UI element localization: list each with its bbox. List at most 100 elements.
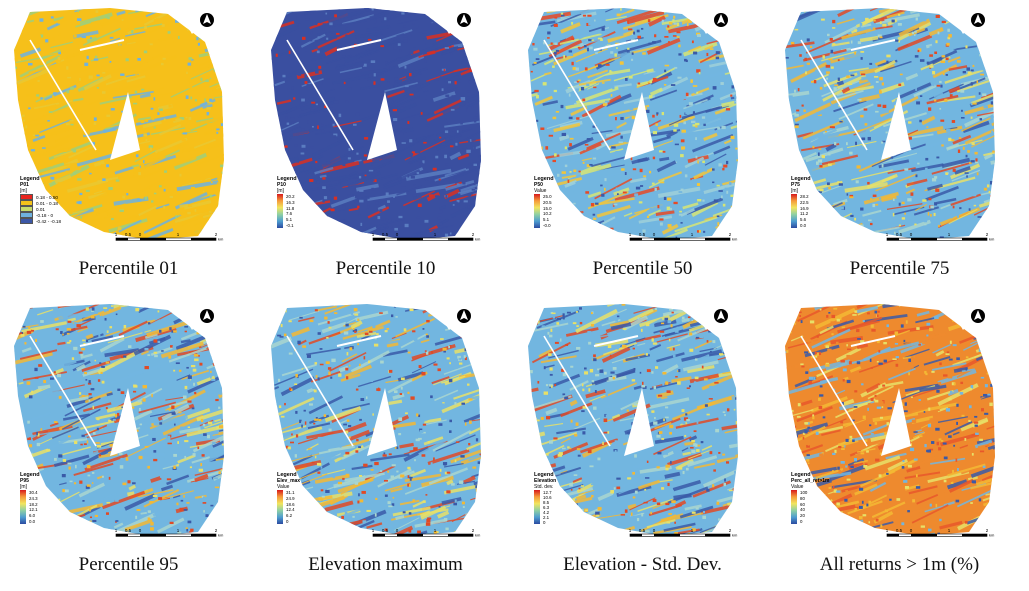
legend-field: P95 (20, 478, 29, 484)
scale-tick-label: 0.5 (639, 528, 646, 533)
legend-ramp-value: 80 (800, 495, 805, 501)
map-legend: Legend P50 Value 25.0 20.5 15.0 10.2 5.1 -0.0 (534, 176, 554, 228)
scale-tick-label: 1 (434, 232, 437, 237)
raster-map: 1 0.5 0 1 2km (271, 8, 481, 242)
scale-tick-label: 0 (653, 232, 656, 237)
legend-ramp-value: 11.8 (286, 205, 295, 211)
map-legend: Legend P10 [m] 20.2 16.3 11.8 7.6 5.1 -0.1 (277, 176, 297, 228)
legend-ramp-value: 22.5 (800, 199, 809, 205)
scale-bar: 1 0.5 0 1 2km (372, 232, 481, 242)
map-legend: Legend Elevation Std. dev. 12.7 10.6 8.5 6.3 4.… (534, 472, 557, 525)
raster-map: 1 0.5 0 1 2km (14, 8, 224, 242)
legend-ramp-value: 8.5 (543, 500, 550, 505)
map-panel-6: 1 0.5 0 1 2 km Legend Elev_max Value 31.1 24.9 18.6… (257, 296, 514, 591)
north-arrow-icon (714, 309, 728, 323)
legend-ramp-value: 30.4 (29, 490, 38, 495)
legend-unit: [m] (791, 188, 798, 194)
legend-ramp-value: 10.6 (543, 495, 552, 500)
raster-map: 1 0.5 0 1 2km (14, 304, 224, 538)
scale-tick-label: 2 (729, 232, 732, 237)
legend-class: 0.01 - 0.18 (20, 200, 61, 206)
north-arrow-icon (714, 13, 728, 27)
scale-bar: 1 0.5 0 1 2km (629, 232, 738, 242)
legend-ramp-value: 5.1 (543, 217, 550, 223)
legend-title: Legend (534, 176, 554, 182)
north-arrow-icon (971, 309, 985, 323)
legend-title: Legend (20, 472, 40, 478)
legend-ramp-value: 0.0 (800, 222, 807, 228)
legend-ramp-value: 31.1 (286, 490, 295, 495)
scale-tick-label: 1 (115, 232, 118, 237)
scale-bar: 1 0.5 0 1 2km (115, 528, 224, 538)
scale-unit: km (732, 237, 738, 242)
legend-title: Legend (20, 176, 40, 182)
scale-unit: km (989, 237, 995, 242)
scale-tick-label: 1 (629, 232, 632, 237)
map-legend: Legend P75 [m] 28.2 22.5 16.9 11.2 5.6 0.0 (791, 176, 811, 228)
legend-color-ramp (277, 194, 283, 228)
map-gap (442, 306, 463, 330)
raster-map: 1 0.5 0 1 2km (528, 304, 738, 538)
panel-caption: Percentile 50 (592, 258, 693, 279)
legend-ramp-value: 4.2 (543, 510, 550, 515)
scale-tick-label: 0.5 (896, 232, 903, 237)
legend-ramp-value: 24.3 (29, 495, 38, 501)
scale-tick-label: 2 (986, 528, 989, 533)
map-gap (699, 10, 720, 34)
raster-map: 1 0.5 0 1 2km (528, 8, 738, 242)
scale-tick-label: 2 (472, 528, 475, 533)
raster-map: 1 0.5 0 1 2km (785, 8, 995, 242)
scale-tick-label: 1 (629, 528, 632, 533)
scale-tick-label: 0 (139, 232, 142, 237)
legend-unit: [m] (20, 188, 27, 194)
legend-ramp-value: 18.2 (29, 501, 38, 507)
scale-bar: 1 0.5 0 1 2km (886, 528, 995, 538)
panel-caption: Elevation - Std. Dev. (563, 554, 722, 575)
legend-ramp-value: 0.0 (29, 518, 36, 524)
legend-ramp-value: 40 (800, 507, 805, 513)
map-gap (881, 388, 911, 456)
north-arrow-icon (971, 13, 985, 27)
legend-title: Legend (277, 176, 297, 182)
legend-swatch (20, 218, 33, 224)
map-gap (624, 388, 654, 456)
map-gap (367, 92, 397, 160)
scale-tick-label: 0 (396, 528, 399, 533)
legend-field: Elevation (534, 478, 557, 484)
scale-tick-label: 1 (372, 528, 375, 533)
legend-ramp-value: 16.3 (286, 199, 295, 205)
panel-caption: Elevation maximum (308, 554, 463, 575)
map-gap (442, 10, 463, 34)
legend-ramp-value: 24.9 (286, 495, 295, 501)
map-panel-7: 1 0.5 0 1 2 km Legend Elevation Std. dev. 12.7 10.… (514, 296, 771, 591)
legend-ramp-value: 6.2 (286, 513, 293, 519)
legend-ramp-value: -0.0 (543, 222, 551, 228)
legend-ramp-value: 0 (543, 520, 546, 525)
scale-tick-label: 1 (886, 232, 889, 237)
scale-tick-label: 2 (215, 232, 218, 237)
map-panel-8: 1 0.5 0 1 2 km Legend Perc_all_ret>1m Value 100 80… (771, 296, 1028, 591)
legend-ramp-value: 16.9 (800, 205, 809, 211)
scale-tick-label: 1 (177, 232, 180, 237)
scale-tick-label: 0.5 (125, 232, 132, 237)
raster-map: 1 0.5 0 1 2km (271, 304, 481, 538)
legend-ramp-value: 100 (800, 490, 808, 495)
panel-caption: Percentile 75 (849, 258, 950, 279)
legend-ramp-value: 25.0 (543, 194, 552, 199)
scale-bar: 1 0.5 0 1 2km (115, 232, 224, 242)
legend-ramp-value: 5.1 (286, 217, 293, 223)
panel-caption: Percentile 10 (335, 258, 436, 279)
map-panel-4: 1 0.5 0 1 2 km Legend P75 [m] 28.2 22.5 16.9 11.2 5.6… (771, 0, 1028, 295)
legend-field: P01 (20, 182, 29, 188)
legend-ramp-value: -0.1 (286, 222, 294, 228)
scale-tick-label: 0 (139, 528, 142, 533)
scale-tick-label: 0 (910, 528, 913, 533)
legend-field: P75 (791, 182, 800, 188)
legend-color-ramp (277, 490, 283, 524)
north-arrow-icon (200, 13, 214, 27)
scale-unit: km (475, 533, 481, 538)
map-gap (956, 306, 977, 330)
scale-tick-label: 2 (986, 232, 989, 237)
legend-unit: Value (277, 484, 290, 490)
